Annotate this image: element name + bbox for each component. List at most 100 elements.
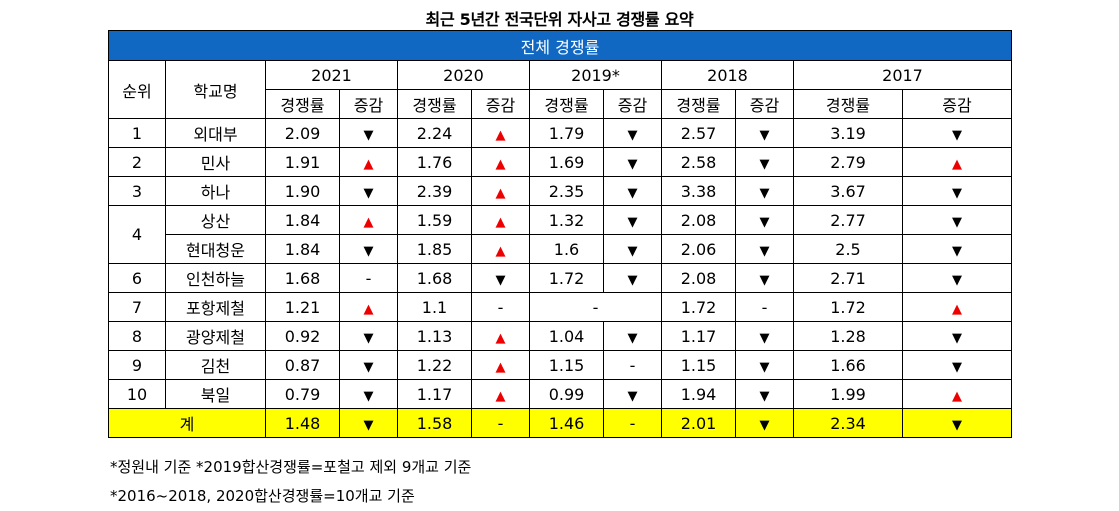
school-name-cell: 인천하늘 (165, 263, 266, 293)
school-name-cell: 포항제철 (165, 292, 266, 322)
rank-cell: 9 (108, 350, 166, 380)
down-triangle-icon: ▼ (363, 243, 374, 259)
rate-cell: 1.90 (265, 176, 340, 206)
school-name-cell: 상산 (165, 205, 266, 235)
rate-cell: 2.35 (529, 176, 604, 206)
change-cell: ▲ (471, 321, 530, 351)
table-row: 8 광양제철 0.92 ▼ 1.13 ▲ 1.04 ▼ 1.17 ▼ 1.28 ▼ (108, 321, 1012, 351)
change-cell: ▼ (735, 321, 794, 351)
rate-cell: 1.48 (265, 408, 340, 438)
change-cell: ▼ (735, 379, 794, 409)
rate-cell: 2.58 (661, 147, 736, 177)
rank-cell: 6 (108, 263, 166, 293)
change-cell: ▼ (735, 205, 794, 235)
rate-cell: 2.39 (397, 176, 472, 206)
change-cell: ▼ (902, 263, 1012, 293)
table-row: 1 외대부 2.09 ▼ 2.24 ▲ 1.79 ▼ 2.57 ▼ 3.19 ▼ (108, 118, 1012, 148)
down-triangle-icon: ▼ (759, 243, 770, 259)
up-triangle-icon: ▲ (952, 156, 962, 172)
table-row: 현대청운 1.84 ▼ 1.85 ▲ 1.6 ▼ 2.06 ▼ 2.5 ▼ (109, 234, 1012, 264)
rate-cell: 2.34 (793, 408, 903, 438)
rate-cell: 2.5 (793, 234, 903, 264)
rank-cell: 7 (108, 292, 166, 322)
header-rate: 경쟁률 (265, 89, 340, 119)
rate-cell: 2.71 (793, 263, 903, 293)
down-triangle-icon: ▼ (759, 272, 770, 288)
change-cell: ▼ (603, 176, 662, 206)
change-cell: - (471, 408, 530, 438)
rate-cell: 1.76 (397, 147, 472, 177)
rate-cell: 1.94 (661, 379, 736, 409)
change-cell: - (603, 350, 662, 380)
rate-cell: 2.06 (661, 234, 736, 264)
change-cell: ▲ (902, 292, 1012, 322)
footnote: *정원내 기준 *2019합산경쟁률=포철고 제외 9개교 기준 (110, 458, 472, 476)
change-cell: ▼ (735, 118, 794, 148)
rate-cell: 1.28 (793, 321, 903, 351)
change-cell: ▲ (339, 147, 398, 177)
rate-cell: 2.57 (661, 118, 736, 148)
down-triangle-icon: ▼ (952, 127, 962, 143)
rate-cell: 1.58 (397, 408, 472, 438)
rate-cell: 1.17 (661, 321, 736, 351)
change-cell: ▲ (339, 292, 398, 322)
school-name-cell: 하나 (165, 176, 266, 206)
rate-cell: 1.21 (265, 292, 340, 322)
down-triangle-icon: ▼ (627, 330, 638, 346)
table-row: 4 상산 1.84 ▲ 1.59 ▲ 1.32 ▼ 2.08 ▼ 2.77 ▼ (108, 205, 1012, 264)
change-cell: ▲ (471, 350, 530, 380)
down-triangle-icon: ▼ (627, 214, 638, 230)
down-triangle-icon: ▼ (759, 388, 770, 404)
down-triangle-icon: ▼ (952, 185, 962, 201)
down-triangle-icon: ▼ (952, 359, 962, 375)
up-triangle-icon: ▲ (952, 301, 962, 317)
change-cell: ▼ (471, 263, 530, 293)
rate-cell: 0.79 (265, 379, 340, 409)
rate-cell: 1.91 (265, 147, 340, 177)
down-triangle-icon: ▼ (495, 272, 506, 288)
header-rate: 경쟁률 (529, 89, 604, 119)
school-name-cell: 김천 (165, 350, 266, 380)
rate-cell: 3.19 (793, 118, 903, 148)
rate-cell: 2.77 (793, 205, 903, 235)
change-cell: ▼ (735, 234, 794, 264)
rank-cell: 3 (108, 176, 166, 206)
no-change-dash: - (365, 268, 372, 288)
rate-cell: 2.24 (397, 118, 472, 148)
change-cell: ▼ (603, 263, 662, 293)
change-cell: ▲ (902, 379, 1012, 409)
rate-cell: 1.72 (793, 292, 903, 322)
change-cell: - (339, 263, 398, 293)
rate-cell: 1.32 (529, 205, 604, 235)
table-row: 7 포항제철 1.21 ▲ 1.1- -1.72-1.72 ▲ (108, 292, 1012, 322)
up-triangle-icon: ▲ (495, 127, 506, 143)
change-cell: ▼ (735, 408, 794, 438)
rate-cell: 2.79 (793, 147, 903, 177)
no-change-dash: - (629, 413, 636, 433)
school-name-cell: 민사 (165, 147, 266, 177)
competition-rate-table: 전체 경쟁률 순위 학교명 2021 2020 2019* 2018 2017 … (108, 30, 1012, 438)
rank-cell: 1 (108, 118, 166, 148)
change-cell: ▼ (735, 263, 794, 293)
school-name-cell: 광양제철 (165, 321, 266, 351)
up-triangle-icon: ▲ (495, 185, 506, 201)
header-rate: 경쟁률 (793, 89, 903, 119)
rate-cell: 1.68 (265, 263, 340, 293)
rate-cell: 2.01 (661, 408, 736, 438)
up-triangle-icon: ▲ (952, 388, 962, 404)
change-cell: ▲ (902, 147, 1012, 177)
change-cell: ▼ (735, 176, 794, 206)
down-triangle-icon: ▼ (627, 156, 638, 172)
rank-cell: 2 (108, 147, 166, 177)
change-cell: - (603, 408, 662, 438)
down-triangle-icon: ▼ (363, 388, 374, 404)
down-triangle-icon: ▼ (952, 272, 962, 288)
change-cell: ▼ (902, 176, 1012, 206)
rate-cell: 1.68 (397, 263, 472, 293)
down-triangle-icon: ▼ (952, 330, 962, 346)
rate-cell: 1.22 (397, 350, 472, 380)
rate-cell: 1.17 (397, 379, 472, 409)
down-triangle-icon: ▼ (363, 127, 374, 143)
change-cell: ▼ (603, 205, 662, 235)
change-cell: ▼ (902, 350, 1012, 380)
